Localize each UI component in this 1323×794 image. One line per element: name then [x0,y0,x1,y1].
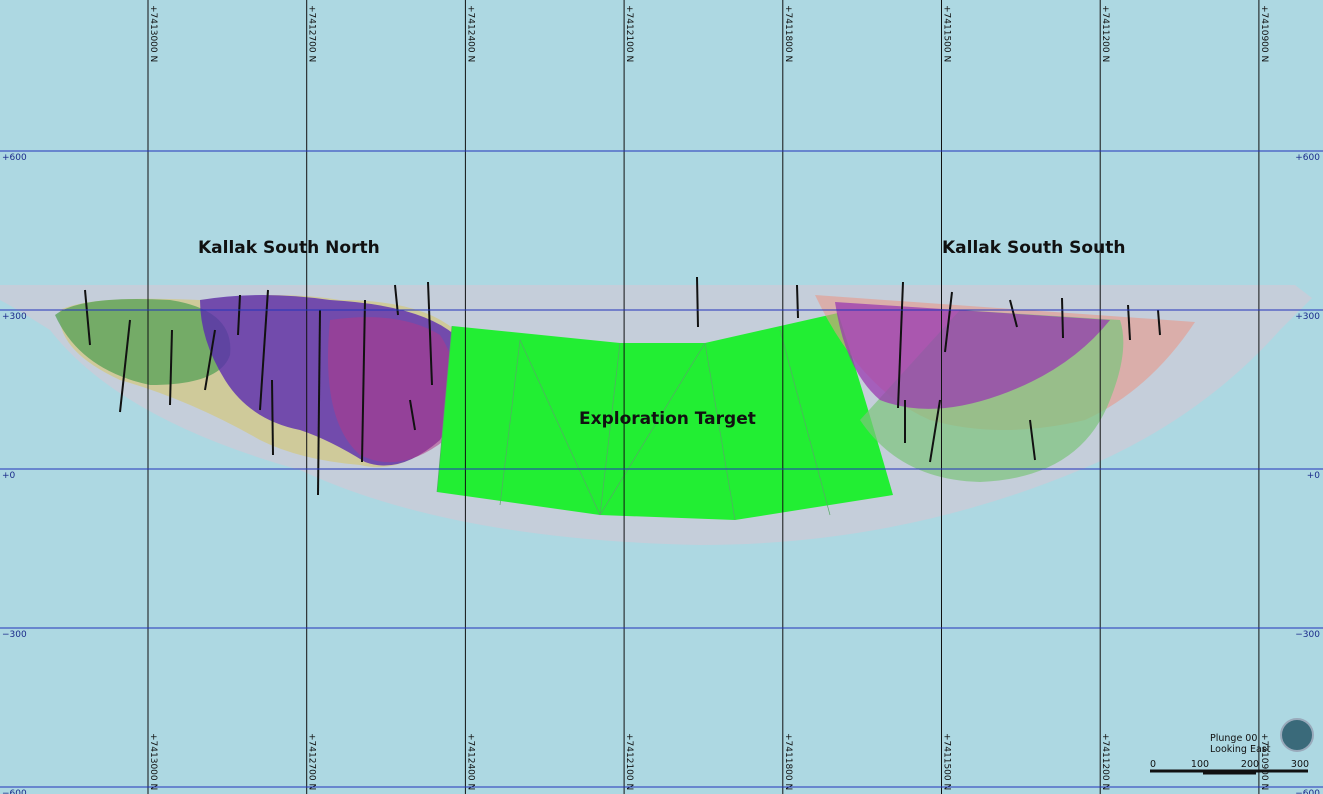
zone-label: Exploration Target [579,409,756,429]
elevation-label: +300 [2,312,27,322]
northing-label: +7411500 N [942,733,952,790]
northing-label: +7412100 N [624,5,634,62]
mesh-edge [436,325,831,521]
northing-label: +7412400 N [465,733,475,790]
elevation-label: −600 [1295,789,1320,794]
northing-label: +7412700 N [307,733,317,790]
zone-label: Kallak South South [942,238,1125,258]
elevation-label: −300 [2,630,27,640]
elevation-label: +300 [1295,312,1320,322]
scale-label: 200 [1241,759,1259,770]
northing-label: +7413000 N [148,5,158,62]
zone-label: Kallak South North [198,238,380,258]
northing-label: +7412400 N [465,5,475,62]
elevation-label: +600 [2,153,27,163]
scale-label: 300 [1291,759,1309,770]
zone [835,302,1110,409]
scale-label: 100 [1191,759,1209,770]
northing-label: +7412100 N [624,733,634,790]
northing-label: +7410900 N [1259,5,1269,62]
elevation-label: −600 [2,789,27,794]
elevation-label: −300 [1295,630,1320,640]
northing-label: +7410900 N [1259,733,1269,790]
scale-bar [1150,769,1308,775]
elevation-label: +600 [1295,153,1320,163]
northing-label: +7411800 N [783,5,793,62]
looking-label: Looking East [1210,744,1271,755]
northing-label: +7412700 N [307,5,317,62]
northing-label: +7411200 N [1100,5,1110,62]
elevation-label: +0 [1307,471,1321,481]
compass[interactable] [1280,718,1314,752]
exploration-target [437,313,893,520]
zone [328,317,457,463]
northing-label: +7411500 N [942,5,952,62]
northing-label: +7411200 N [1100,733,1110,790]
northing-label: +7411800 N [783,733,793,790]
northing-label: +7413000 N [148,733,158,790]
scale-label: 0 [1150,759,1156,770]
zone [55,299,231,385]
plunge-label: Plunge 00 [1210,733,1257,744]
elevation-label: +0 [2,471,16,481]
